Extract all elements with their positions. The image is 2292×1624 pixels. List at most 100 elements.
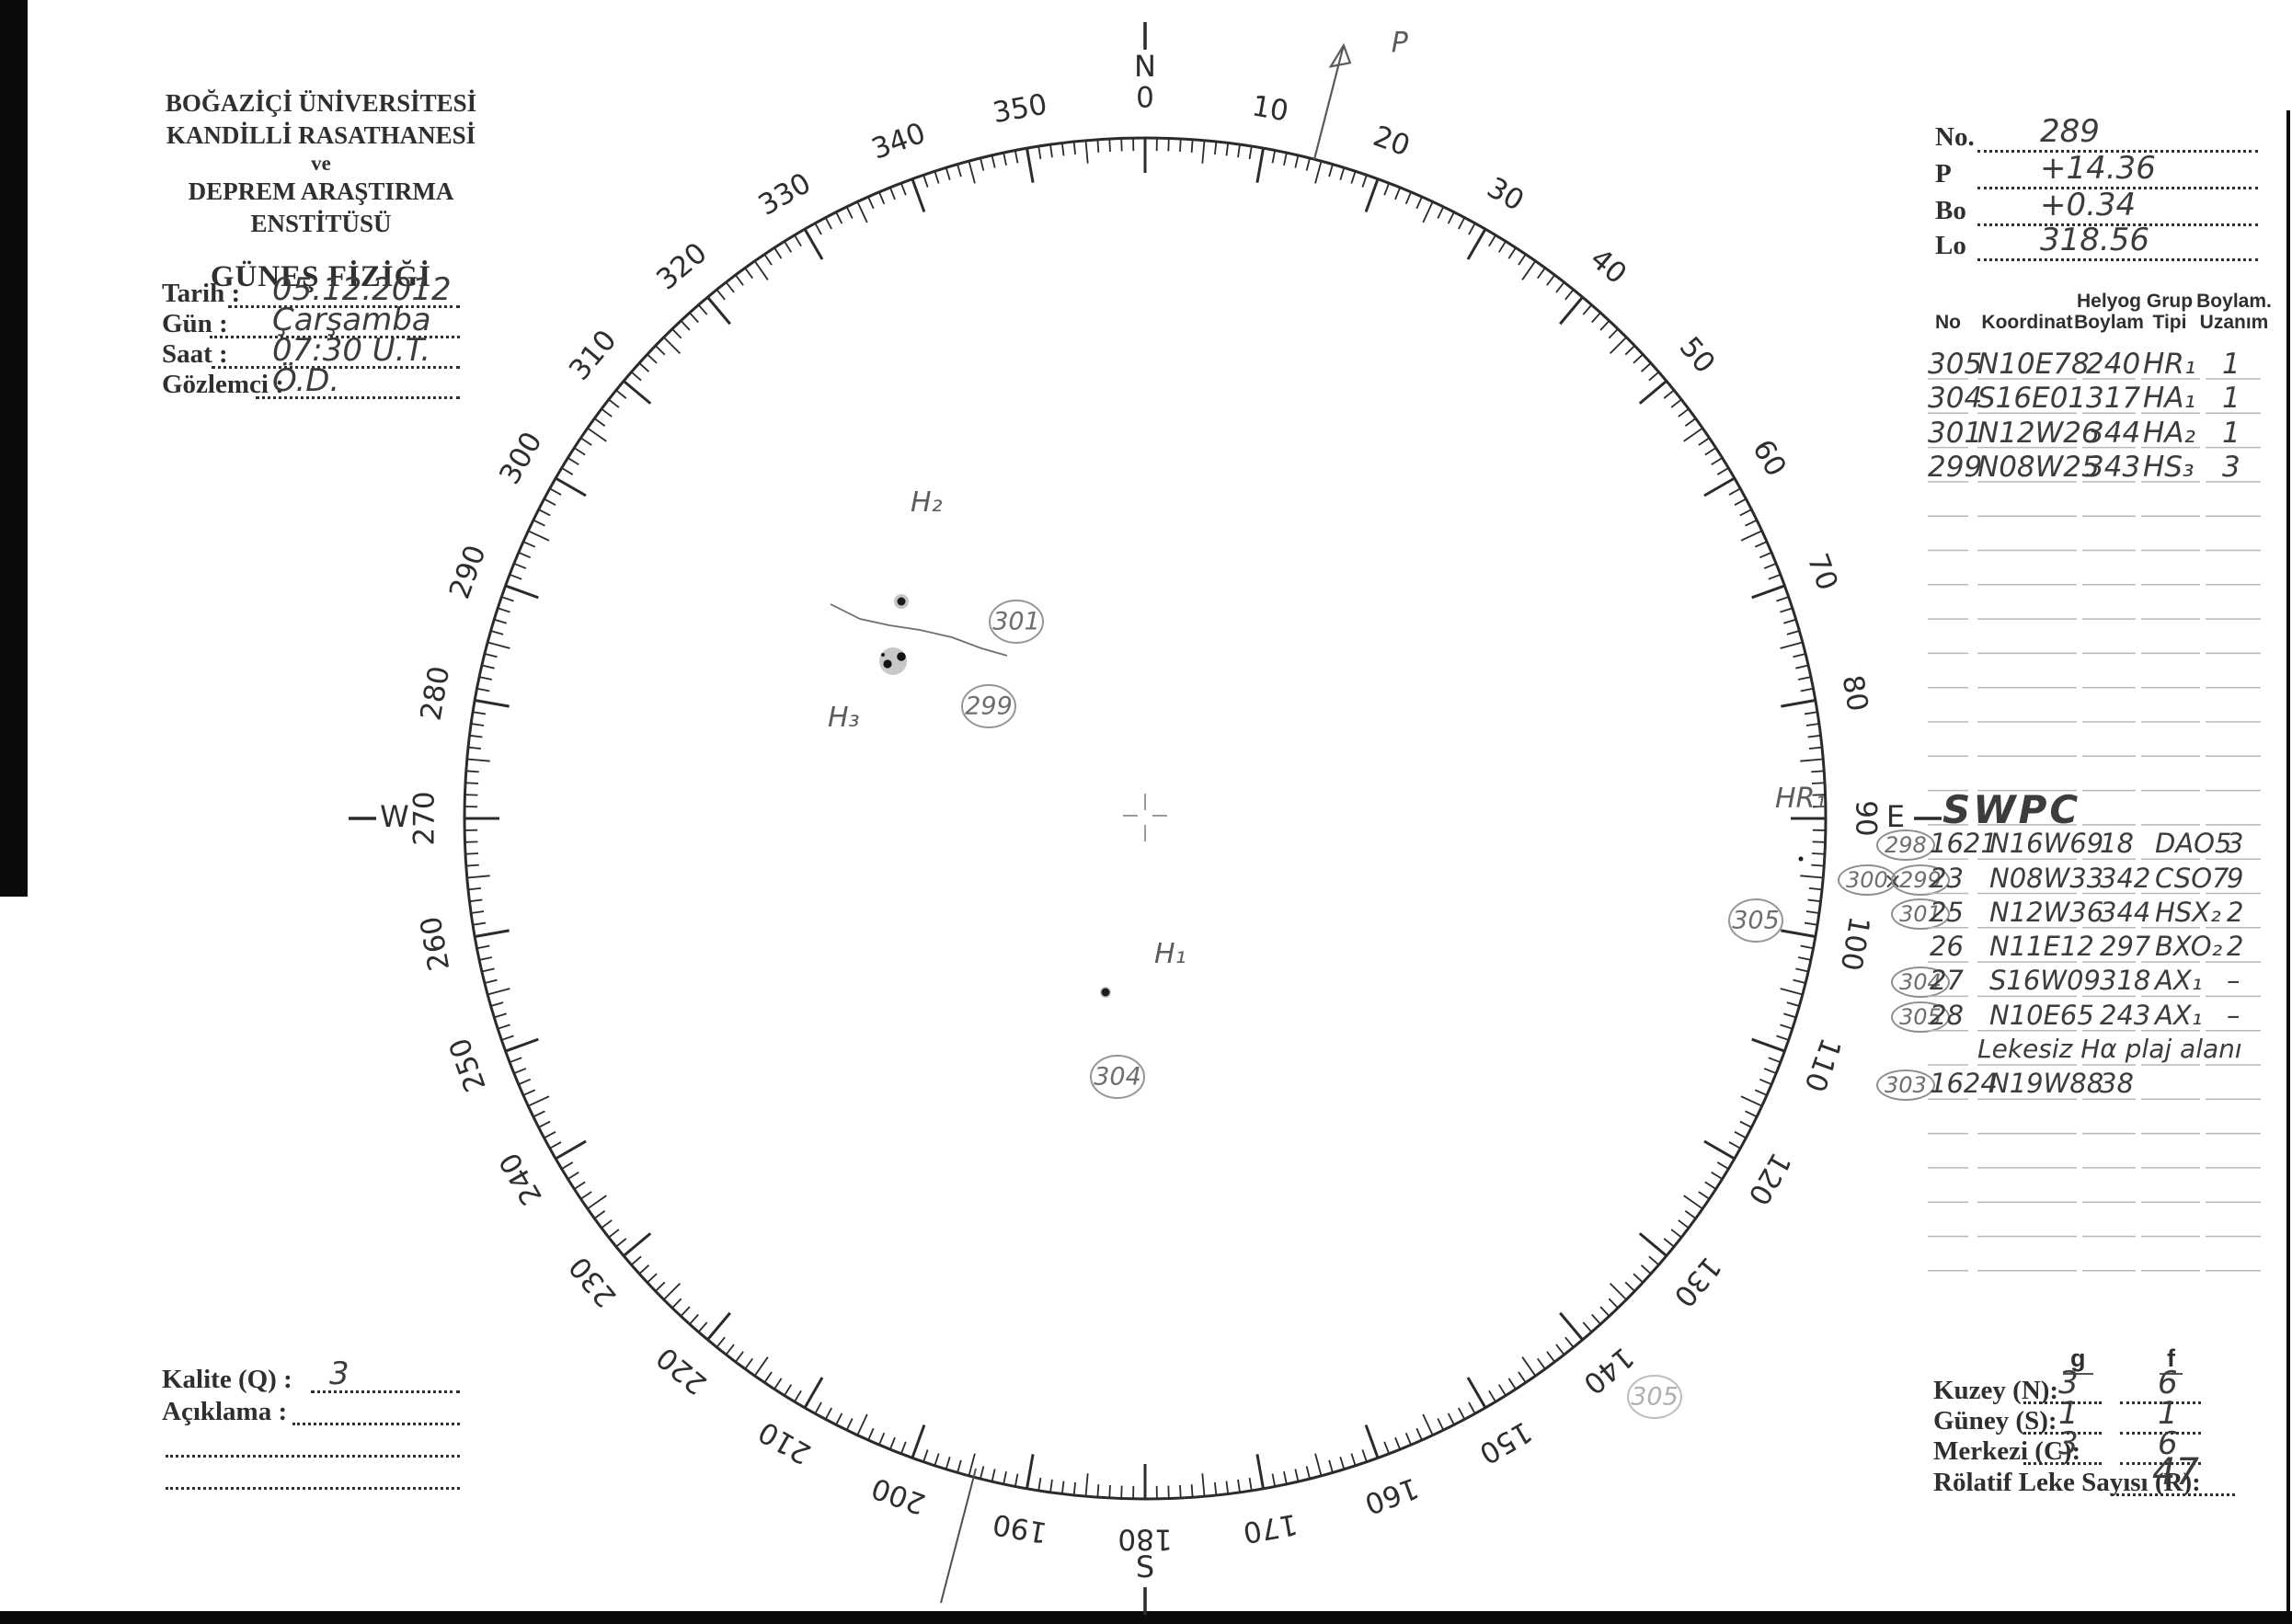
degree-tick (1608, 1298, 1619, 1309)
group-cell: 1 (2222, 416, 2240, 450)
degree-tick (1096, 1484, 1100, 1498)
degree-tick (1591, 312, 1601, 324)
degree-tick (1314, 160, 1323, 184)
degree-tick (1305, 157, 1311, 171)
degree-tick (533, 1110, 545, 1118)
swpc-cell: N08W33 (1989, 862, 2104, 894)
institution-line-1: BOĞAZİÇİ ÜNİVERSİTESİ (165, 89, 477, 117)
degree-tick (1225, 1481, 1230, 1494)
group-col-header-line1: Helyog (2076, 291, 2141, 312)
swpc-cell: N12W36 (1989, 896, 2104, 928)
remarks-dotline-3 (166, 1487, 460, 1490)
degree-tick (1780, 1024, 1793, 1030)
swpc-cell: BXO₂ (2155, 931, 2223, 963)
degree-tick (481, 664, 495, 669)
degree-tick (1468, 223, 1476, 235)
degree-tick (1800, 875, 1824, 879)
swpc-circle-ref: 304 (1891, 966, 1950, 999)
degree-label: 250 (443, 1034, 493, 1096)
degree-tick (706, 1311, 731, 1341)
degree-label: 190 (991, 1507, 1050, 1550)
degree-tick (655, 1281, 666, 1292)
degree-tick (1404, 1432, 1412, 1446)
count-dot-g-0 (2023, 1401, 2102, 1404)
ephemeris-label-0: No. (1935, 122, 1975, 152)
degree-tick (835, 1412, 843, 1425)
degree-tick (1638, 1232, 1667, 1257)
degree-tick (544, 497, 556, 506)
group-col-header-4: Boylam. Uzanım (2183, 291, 2285, 333)
degree-tick (824, 217, 832, 230)
degree-tick (1546, 274, 1556, 286)
group-col-header-line2: Boylam (2074, 312, 2144, 333)
quality-label: Kalite (Q) : (162, 1365, 292, 1394)
degree-tick (945, 167, 951, 180)
degree-tick (1768, 1057, 1782, 1064)
degree-tick (1716, 467, 1729, 475)
degree-tick (1800, 758, 1824, 762)
degree-label: 340 (867, 117, 930, 166)
scan-edge-bottom (0, 1611, 2292, 1624)
degree-tick (1364, 178, 1380, 212)
degree-tick (1049, 1479, 1053, 1492)
degree-tick (465, 863, 479, 867)
degree-tick (1683, 1195, 1703, 1210)
degree-tick (845, 1418, 854, 1431)
degree-tick (856, 200, 868, 223)
institution-line-4: DEPREM ARAŞTIRMA ENSTİTÜSÜ (188, 177, 454, 237)
degree-tick (501, 1035, 514, 1041)
degree-tick (1564, 1336, 1575, 1348)
degree-tick (1768, 573, 1782, 580)
sunspot (1798, 856, 1804, 862)
letterhead: BOĞAZİÇİ ÜNİVERSİTESİ KANDİLLİ RASATHANE… (155, 87, 487, 294)
degree-tick (1213, 141, 1218, 155)
group-cell: 305 (1928, 348, 1983, 381)
degree-tick (663, 1282, 682, 1300)
swpc-cell: 1621 (1930, 828, 1998, 860)
degree-tick (1497, 240, 1507, 253)
degree-tick (1780, 988, 1804, 996)
degree-tick (474, 929, 510, 938)
filament-line (830, 603, 1008, 657)
swpc-cell: N11E12 (1989, 931, 2094, 963)
sunspot-group-umbra (883, 659, 892, 669)
degree-tick (1780, 641, 1804, 649)
degree-tick (1458, 217, 1466, 230)
degree-tick (716, 1336, 726, 1348)
degree-label: 310 (563, 324, 624, 386)
degree-tick (1422, 1413, 1434, 1436)
degree-tick (476, 944, 490, 950)
swpc-circle-ref: 305 (1891, 1001, 1950, 1033)
swpc-cell: N19W88 (1989, 1068, 2104, 1100)
degree-tick (697, 1321, 708, 1333)
degree-tick (630, 371, 642, 382)
swpc-outer-circle-ref: 300 (1838, 863, 1897, 896)
degree-tick (803, 228, 824, 260)
degree-tick (1599, 1306, 1610, 1317)
degree-tick (867, 196, 875, 210)
degree-tick (527, 1095, 550, 1107)
swpc-cell: 26 (1930, 931, 1964, 963)
degree-tick (1072, 1481, 1077, 1496)
degree-tick (555, 476, 587, 497)
swpc-cell: S16W09 (1989, 965, 2101, 997)
count-dot-g-1 (2023, 1432, 2102, 1435)
count-col-header-f: f (2160, 1344, 2183, 1375)
degree-tick (1648, 371, 1660, 382)
degree-tick (716, 289, 726, 301)
degree-tick (481, 967, 495, 973)
degree-tick (1437, 1418, 1445, 1431)
field-value-0: 05.12.2012 (272, 271, 452, 308)
degree-label: 20 (1369, 120, 1414, 163)
degree-label: 290 (443, 541, 493, 603)
swpc-cell: 3 (2227, 828, 2244, 860)
count-value-f-1: 1 (2158, 1395, 2178, 1432)
degree-tick (513, 1068, 527, 1075)
count-value-g-1: 1 (2058, 1395, 2079, 1432)
degree-tick (1271, 1473, 1277, 1487)
ephemeris-label-3: Lo (1935, 231, 1966, 260)
swpc-cell: 1624 (1930, 1068, 1998, 1100)
swpc-cell: – (2227, 999, 2240, 1031)
degree-label: 160 (1360, 1470, 1423, 1520)
degree-tick (1800, 944, 1814, 950)
